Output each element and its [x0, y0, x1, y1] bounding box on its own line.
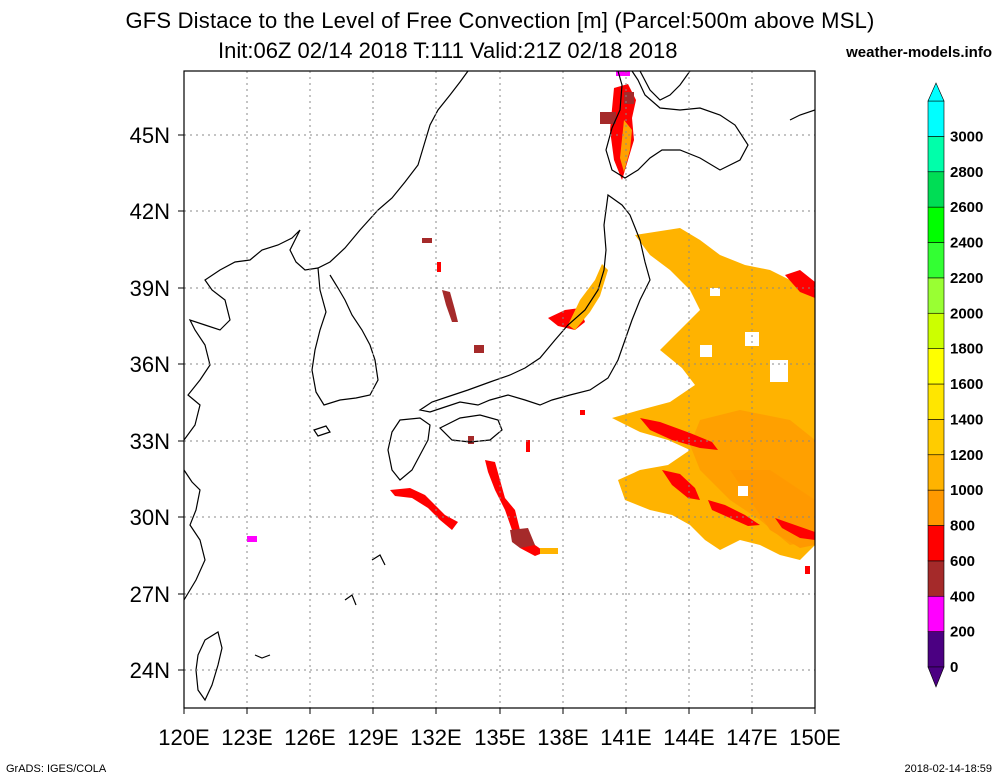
colorbar-label: 2800 [950, 164, 983, 181]
lfc-region-400-600 [640, 418, 718, 450]
colorbar-label: 0 [950, 659, 958, 676]
lat-label: 45N [130, 123, 170, 148]
shikoku-coastline [438, 414, 503, 443]
asia-coastline [184, 71, 469, 441]
axis-ticks [178, 134, 816, 714]
colorbar: 0 200 400 600 800 1000 1200 1400 1600 1800 2000 220… [927, 82, 983, 688]
colorbar-swatch [927, 171, 945, 208]
footer-right: 2018-02-14-18:59 [904, 763, 992, 775]
colorbar-swatch [927, 348, 945, 385]
colorbar-swatch [927, 525, 945, 562]
colorbar-swatch [927, 312, 945, 349]
colorbar-swatch [927, 206, 945, 243]
lat-label: 33N [130, 429, 170, 454]
lon-label: 135E [474, 725, 525, 750]
map-title: GFS Distace to the Level of Free Convect… [125, 8, 875, 33]
lon-label: 123E [221, 725, 272, 750]
kyushu-coastline [387, 417, 431, 481]
colorbar-label: 800 [950, 518, 975, 535]
field-layer [247, 71, 815, 574]
lat-label: 39N [130, 276, 170, 301]
lon-labels: 120E 123E 126E 129E 132E 135E 138E 141E … [158, 725, 840, 750]
colorbar-label: 1200 [950, 447, 983, 464]
colorbar-label: 1600 [950, 376, 983, 393]
colorbar-swatch [927, 100, 945, 137]
lon-label: 141E [600, 725, 651, 750]
colorbar-label: 3000 [950, 128, 983, 145]
sakhalin-coastline [639, 71, 691, 101]
lat-label: 36N [130, 352, 170, 377]
lon-label: 147E [726, 725, 777, 750]
lat-labels: 45N 42N 39N 36N 33N 30N 27N 24N [130, 123, 170, 683]
colorbar-swatch [927, 277, 945, 314]
lat-label: 27N [130, 582, 170, 607]
colorbar-label: 600 [950, 553, 975, 570]
colorbar-swatch [927, 242, 945, 279]
colorbar-swatch [927, 383, 945, 420]
lon-label: 150E [789, 725, 840, 750]
colorbar-top-arrow [927, 82, 945, 102]
colorbar-swatch [927, 595, 945, 632]
lon-label: 138E [537, 725, 588, 750]
hokkaido-coastline [605, 71, 749, 179]
colorbar-label: 2600 [950, 199, 983, 216]
colorbar-label: 2400 [950, 235, 983, 252]
site-label: weather-models.info [846, 44, 992, 61]
lon-label: 120E [158, 725, 209, 750]
coastline-layer [184, 71, 815, 702]
colorbar-swatch [927, 489, 945, 526]
colorbar-label: 200 [950, 624, 975, 641]
grid-lines [184, 71, 815, 708]
map-subtitle: Init:06Z 02/14 2018 T:111 Valid:21Z 02/1… [218, 38, 678, 63]
lon-label: 129E [347, 725, 398, 750]
colorbar-label: 400 [950, 588, 975, 605]
honshu-coastline [418, 193, 651, 413]
lon-label: 132E [410, 725, 461, 750]
lon-label: 126E [284, 725, 335, 750]
colorbar-swatch [927, 560, 945, 597]
colorbar-label: 1400 [950, 411, 983, 428]
footer-left: GrADS: IGES/COLA [6, 763, 107, 775]
colorbar-label: 1800 [950, 341, 983, 358]
lat-label: 30N [130, 505, 170, 530]
colorbar-label: 2200 [950, 270, 983, 287]
colorbar-swatch [927, 419, 945, 456]
lat-label: 24N [130, 658, 170, 683]
colorbar-bottom-arrow [927, 666, 945, 688]
colorbar-swatch [927, 631, 945, 668]
lat-label: 42N [130, 199, 170, 224]
lon-label: 144E [663, 725, 714, 750]
korea-coastline [311, 267, 379, 406]
taiwan-coastline [195, 631, 223, 702]
colorbar-label: 2000 [950, 305, 983, 322]
colorbar-swatch [927, 454, 945, 491]
colorbar-label: 1000 [950, 482, 983, 499]
colorbar-swatch [927, 136, 945, 173]
